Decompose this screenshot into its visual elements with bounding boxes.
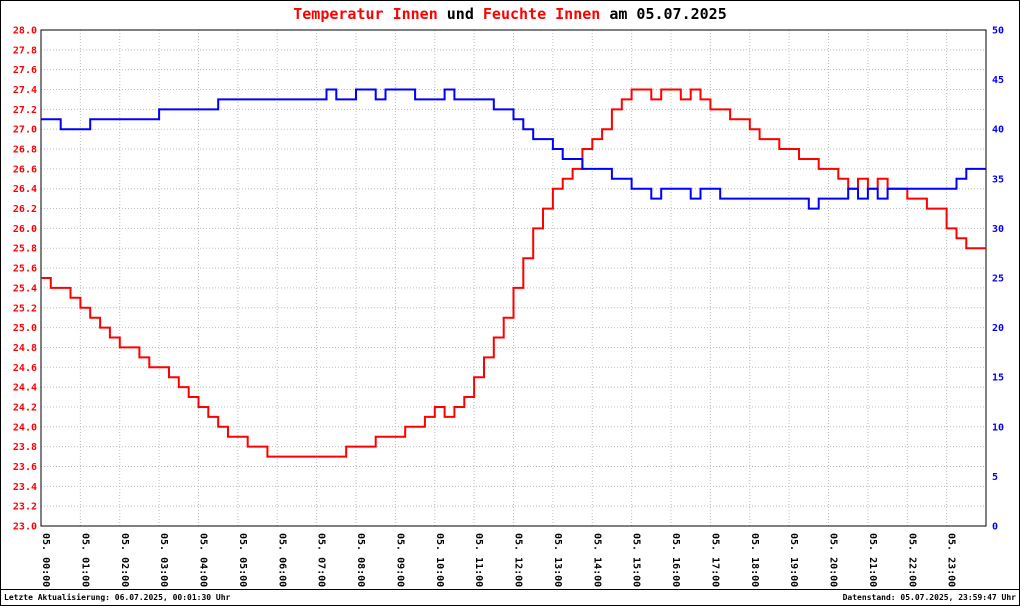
svg-text:23.8: 23.8 [13, 442, 37, 453]
svg-text:20: 20 [992, 323, 1004, 334]
svg-text:27.0: 27.0 [13, 125, 37, 136]
status-bar: Letzte Aktualisierung: 06.07.2025, 00:01… [1, 589, 1019, 605]
svg-text:35: 35 [992, 174, 1004, 185]
svg-text:45: 45 [992, 75, 1004, 86]
svg-text:05. 07:00: 05. 07:00 [316, 533, 327, 587]
svg-text:5: 5 [992, 472, 998, 483]
svg-text:25.4: 25.4 [13, 283, 37, 294]
svg-text:26.4: 26.4 [13, 184, 37, 195]
svg-text:05. 04:00: 05. 04:00 [198, 533, 209, 587]
svg-text:26.2: 26.2 [13, 204, 37, 215]
svg-text:26.0: 26.0 [13, 224, 37, 235]
svg-text:27.2: 27.2 [13, 105, 37, 116]
svg-text:05. 09:00: 05. 09:00 [394, 533, 405, 587]
svg-text:05. 03:00: 05. 03:00 [158, 533, 169, 587]
svg-text:05. 05:00: 05. 05:00 [237, 533, 248, 587]
svg-text:05. 01:00: 05. 01:00 [79, 533, 90, 587]
svg-text:23.0: 23.0 [13, 522, 37, 533]
title-date: am 05.07.2025 [600, 5, 727, 23]
svg-text:10: 10 [992, 422, 1004, 433]
svg-text:05. 02:00: 05. 02:00 [119, 533, 130, 587]
svg-text:05. 14:00: 05. 14:00 [591, 533, 602, 587]
svg-text:05. 06:00: 05. 06:00 [276, 533, 287, 587]
svg-text:26.6: 26.6 [13, 164, 37, 175]
svg-text:05. 20:00: 05. 20:00 [828, 533, 839, 587]
svg-text:24.6: 24.6 [13, 363, 37, 374]
svg-text:25.0: 25.0 [13, 323, 37, 334]
svg-text:05. 13:00: 05. 13:00 [552, 533, 563, 587]
svg-text:0: 0 [992, 522, 998, 533]
svg-text:05. 08:00: 05. 08:00 [355, 533, 366, 587]
last-update-text: Letzte Aktualisierung: 06.07.2025, 00:01… [4, 593, 231, 602]
title-und: und [437, 5, 483, 23]
svg-text:25.8: 25.8 [13, 244, 37, 255]
svg-text:25.2: 25.2 [13, 303, 37, 314]
svg-text:05. 17:00: 05. 17:00 [709, 533, 720, 587]
svg-text:05. 21:00: 05. 21:00 [867, 533, 878, 587]
chart-title: Temperatur Innen und Feuchte Innen am 05… [1, 5, 1019, 23]
svg-text:05. 16:00: 05. 16:00 [670, 533, 681, 587]
svg-text:23.6: 23.6 [13, 462, 37, 473]
svg-text:23.4: 23.4 [13, 482, 37, 493]
svg-text:05. 00:00: 05. 00:00 [40, 533, 51, 587]
svg-text:26.8: 26.8 [13, 145, 37, 156]
svg-text:28.0: 28.0 [13, 26, 37, 37]
svg-text:24.0: 24.0 [13, 422, 37, 433]
svg-text:05. 22:00: 05. 22:00 [906, 533, 917, 587]
svg-text:05. 10:00: 05. 10:00 [434, 533, 445, 587]
svg-text:30: 30 [992, 224, 1004, 235]
svg-text:05. 15:00: 05. 15:00 [631, 533, 642, 587]
svg-text:27.4: 27.4 [13, 85, 37, 96]
svg-text:50: 50 [992, 26, 1004, 37]
svg-text:24.4: 24.4 [13, 383, 37, 394]
svg-text:05. 18:00: 05. 18:00 [749, 533, 760, 587]
svg-text:23.2: 23.2 [13, 502, 37, 513]
svg-text:24.8: 24.8 [13, 343, 37, 354]
svg-text:15: 15 [992, 373, 1004, 384]
data-state-text: Datenstand: 05.07.2025, 23:59:47 Uhr [842, 593, 1016, 602]
svg-text:24.2: 24.2 [13, 402, 37, 413]
title-humidity-series: Feuchte Innen [482, 5, 601, 23]
svg-text:25: 25 [992, 274, 1004, 285]
svg-text:27.6: 27.6 [13, 65, 37, 76]
svg-text:05. 11:00: 05. 11:00 [473, 533, 484, 587]
svg-text:05. 19:00: 05. 19:00 [788, 533, 799, 587]
svg-text:05. 23:00: 05. 23:00 [946, 533, 957, 587]
chart-canvas: 28.0 27.8 27.6 27.4 27.2 27.0 26.8 26.6 26.4 26.2… [13, 26, 1004, 588]
title-temperature-series: Temperatur Innen [293, 5, 438, 23]
svg-text:27.8: 27.8 [13, 45, 37, 56]
svg-text:25.6: 25.6 [13, 264, 37, 275]
svg-text:40: 40 [992, 125, 1004, 136]
svg-text:05. 12:00: 05. 12:00 [513, 533, 524, 587]
